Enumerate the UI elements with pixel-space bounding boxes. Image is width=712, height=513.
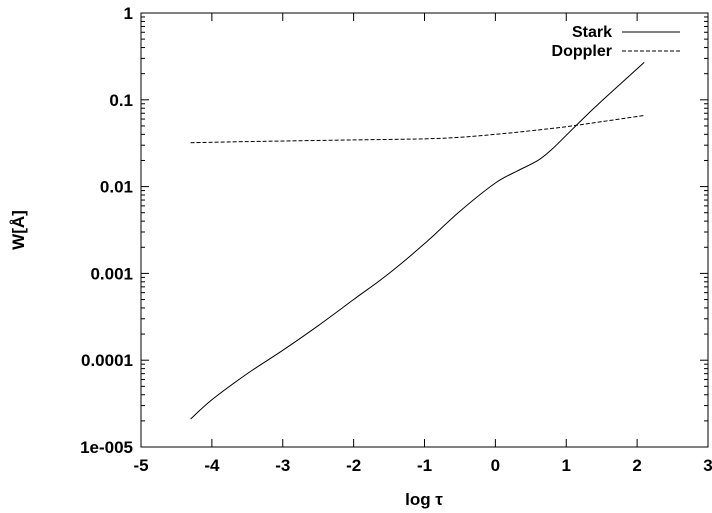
y-tick-label: 0.1 [109, 91, 133, 110]
legend-label-stark: Stark [572, 24, 612, 41]
x-tick-label: 1 [562, 456, 571, 475]
x-tick-label: 0 [491, 456, 500, 475]
series-line-stark [190, 61, 645, 420]
y-axis-label: W[Å] [9, 210, 28, 250]
ticks [140, 12, 709, 448]
x-tick-label: -5 [133, 456, 148, 475]
x-tick-label: 2 [632, 456, 641, 475]
x-tick-label: -3 [275, 456, 290, 475]
x-tick-label: -2 [346, 456, 361, 475]
x-tick-label: -4 [204, 456, 220, 475]
series-line-doppler [190, 114, 645, 144]
y-tick-label: 1 [124, 4, 133, 23]
plot-frame [140, 12, 709, 448]
series-lines [190, 61, 645, 420]
x-tick-label: -1 [417, 456, 432, 475]
x-axis-label: log τ [405, 490, 443, 509]
x-tick-label: 3 [703, 456, 712, 475]
y-tick-label: 0.0001 [81, 351, 133, 370]
y-tick-label: 1e-005 [80, 438, 133, 457]
legend: Stark Doppler [552, 24, 680, 60]
y-tick-label: 0.01 [100, 178, 133, 197]
y-tick-label: 0.001 [90, 264, 133, 283]
tick-labels: -5 -4 -3 -2 -1 0 1 2 3 1e-005 0.0001 0.001 0.01 0.1 1 [80, 4, 712, 475]
legend-label-doppler: Doppler [552, 43, 612, 60]
